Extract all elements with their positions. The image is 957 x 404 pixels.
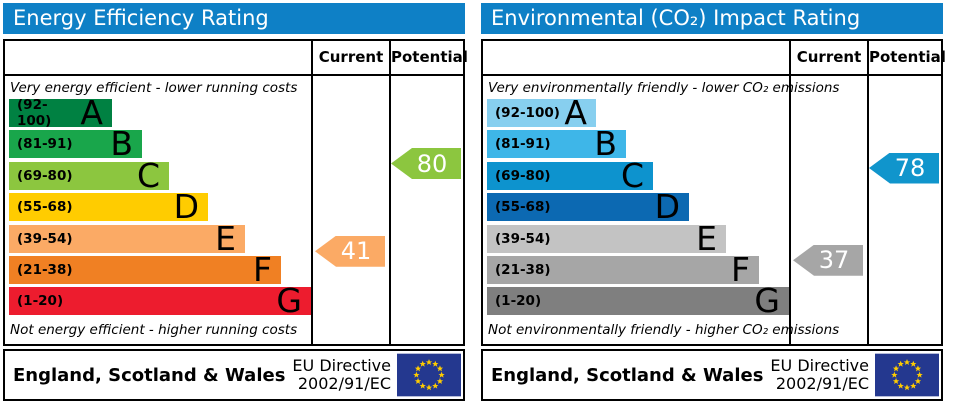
band-range: (39-54) [495,230,551,247]
band-range: (1-20) [17,293,64,310]
band-letter: E [696,218,717,258]
band-range: (55-68) [495,199,551,216]
potential-column-header: Potential [391,48,468,66]
eu-flag-icon [875,353,939,397]
band-range: (81-91) [17,136,73,153]
potential-rating-value: 80 [416,149,448,178]
current-rating-value: 41 [340,237,372,266]
band-letter: D [173,187,199,227]
band-letter: B [110,124,133,164]
column-divider [789,41,791,344]
band-letter: A [564,93,587,132]
eu-directive-label: EU Directive 2002/91/EC [292,355,391,393]
potential-column-header: Potential [869,48,946,66]
band-letter: C [620,155,644,195]
rating-table: Current Potential Very energy efficient … [3,39,468,346]
band-range: (92-100) [495,105,560,121]
region-label: England, Scotland & Wales [13,364,286,386]
band-e: (39-54) E [487,218,726,258]
panel-footer: England, Scotland & Wales EU Directive 2… [3,349,465,401]
band-letter: F [253,249,272,289]
bottom-caption: Not energy efficient - higher running co… [10,322,298,338]
band-letter: G [276,281,302,321]
environmental-impact-panel: Environmental (CO₂) Impact Rating Curren… [481,3,946,401]
band-e: (39-54) E [9,218,245,258]
top-caption: Very energy efficient - lower running co… [10,80,298,96]
rating-bands: (92-100) A (81-91) B (69-80) C (55-68) D… [9,93,311,321]
eu-directive-label: EU Directive 2002/91/EC [770,355,869,393]
top-caption: Very environmentally friendly - lower CO… [488,80,840,96]
rating-table: Current Potential Very environmentally f… [481,39,946,346]
band-letter: D [654,187,680,227]
band-letter: F [731,249,750,289]
band-letter: A [80,93,103,132]
panel-title: Energy Efficiency Rating [3,3,465,34]
energy-efficiency-panel: Energy Efficiency Rating Current Potenti… [3,3,468,401]
band-range: (55-68) [17,199,73,216]
band-g: (1-20) G [9,281,311,321]
band-letter: B [594,124,617,164]
band-range: (69-80) [17,167,73,184]
band-c: (69-80) C [9,155,169,195]
band-range: (92-100) [17,97,52,129]
current-rating-arrow: 37 [793,244,863,276]
rating-bands: (92-100) A (81-91) B (69-80) C (55-68) D… [487,93,789,321]
current-rating-value: 37 [818,246,850,275]
band-c: (69-80) C [487,155,653,195]
column-divider [867,41,869,344]
band-d: (55-68) D [487,187,689,227]
band-letter: G [754,281,780,321]
band-b: (81-91) B [9,124,142,164]
band-d: (55-68) D [9,187,208,227]
panel-title: Environmental (CO₂) Impact Rating [481,3,943,34]
column-divider [389,41,391,344]
bottom-caption: Not environmentally friendly - higher CO… [488,322,840,338]
band-f: (21-38) F [9,249,281,289]
band-range: (69-80) [495,167,551,184]
band-range: (81-91) [495,136,551,153]
band-range: (1-20) [495,293,542,310]
region-label: England, Scotland & Wales [491,364,764,386]
column-header-row [483,41,941,76]
potential-rating-arrow: 80 [391,148,461,179]
potential-rating-value: 78 [894,154,926,182]
band-range: (21-38) [495,261,551,278]
band-range: (39-54) [17,230,73,247]
band-letter: C [136,155,160,195]
column-divider [311,41,313,344]
band-range: (21-38) [17,261,73,278]
panel-footer: England, Scotland & Wales EU Directive 2… [481,349,943,401]
current-rating-arrow: 41 [315,235,385,267]
band-f: (21-38) F [487,249,759,289]
current-column-header: Current [318,48,384,66]
band-b: (81-91) B [487,124,626,164]
current-column-header: Current [796,48,862,66]
eu-flag-icon [397,353,461,397]
band-letter: E [215,218,236,258]
band-a: (92-100) A [487,93,596,132]
column-header-row [5,41,463,76]
band-g: (1-20) G [487,281,789,321]
potential-rating-arrow: 78 [869,152,939,184]
band-a: (92-100) A [9,93,112,132]
